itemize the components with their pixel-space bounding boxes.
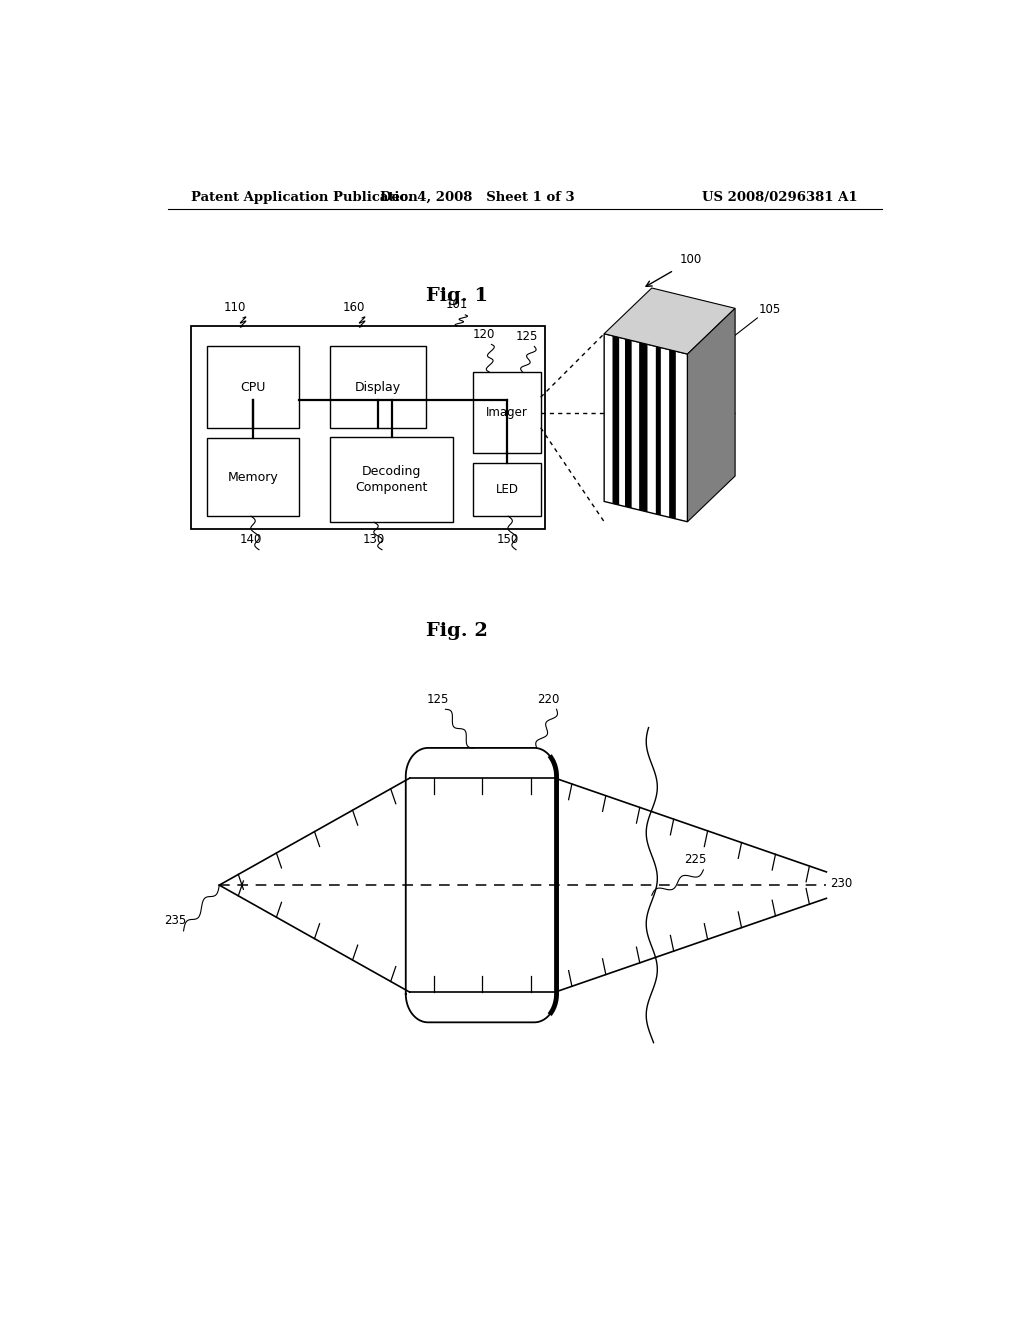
Polygon shape [687,309,735,521]
Text: 160: 160 [343,301,366,314]
Polygon shape [604,334,687,521]
Text: 101: 101 [446,298,469,312]
Text: 230: 230 [830,876,853,890]
Text: US 2008/0296381 A1: US 2008/0296381 A1 [702,190,858,203]
Text: Fig. 1: Fig. 1 [426,286,488,305]
Text: 105: 105 [759,302,781,315]
Text: Component: Component [355,482,428,494]
Text: 130: 130 [362,533,385,546]
Text: Fig. 2: Fig. 2 [426,622,488,640]
Text: 110: 110 [224,301,247,314]
Text: 125: 125 [426,693,449,706]
Polygon shape [612,335,620,506]
Polygon shape [604,288,735,354]
Text: Imager: Imager [486,407,528,418]
Polygon shape [639,342,647,512]
Text: Decoding: Decoding [362,465,422,478]
Text: Memory: Memory [227,470,279,483]
Text: CPU: CPU [241,380,265,393]
Text: Dec. 4, 2008   Sheet 1 of 3: Dec. 4, 2008 Sheet 1 of 3 [380,190,574,203]
Text: 120: 120 [472,327,495,341]
Text: 140: 140 [240,533,262,546]
Polygon shape [669,350,676,519]
Text: 220: 220 [538,693,560,706]
Polygon shape [655,346,660,515]
Polygon shape [625,339,632,508]
Text: 235: 235 [165,915,186,927]
Text: 125: 125 [515,330,538,343]
Text: Display: Display [355,380,401,393]
Text: 150: 150 [497,533,519,546]
Text: 100: 100 [680,253,701,267]
Text: 225: 225 [684,853,707,866]
Text: Patent Application Publication: Patent Application Publication [191,190,418,203]
Text: LED: LED [496,483,518,496]
